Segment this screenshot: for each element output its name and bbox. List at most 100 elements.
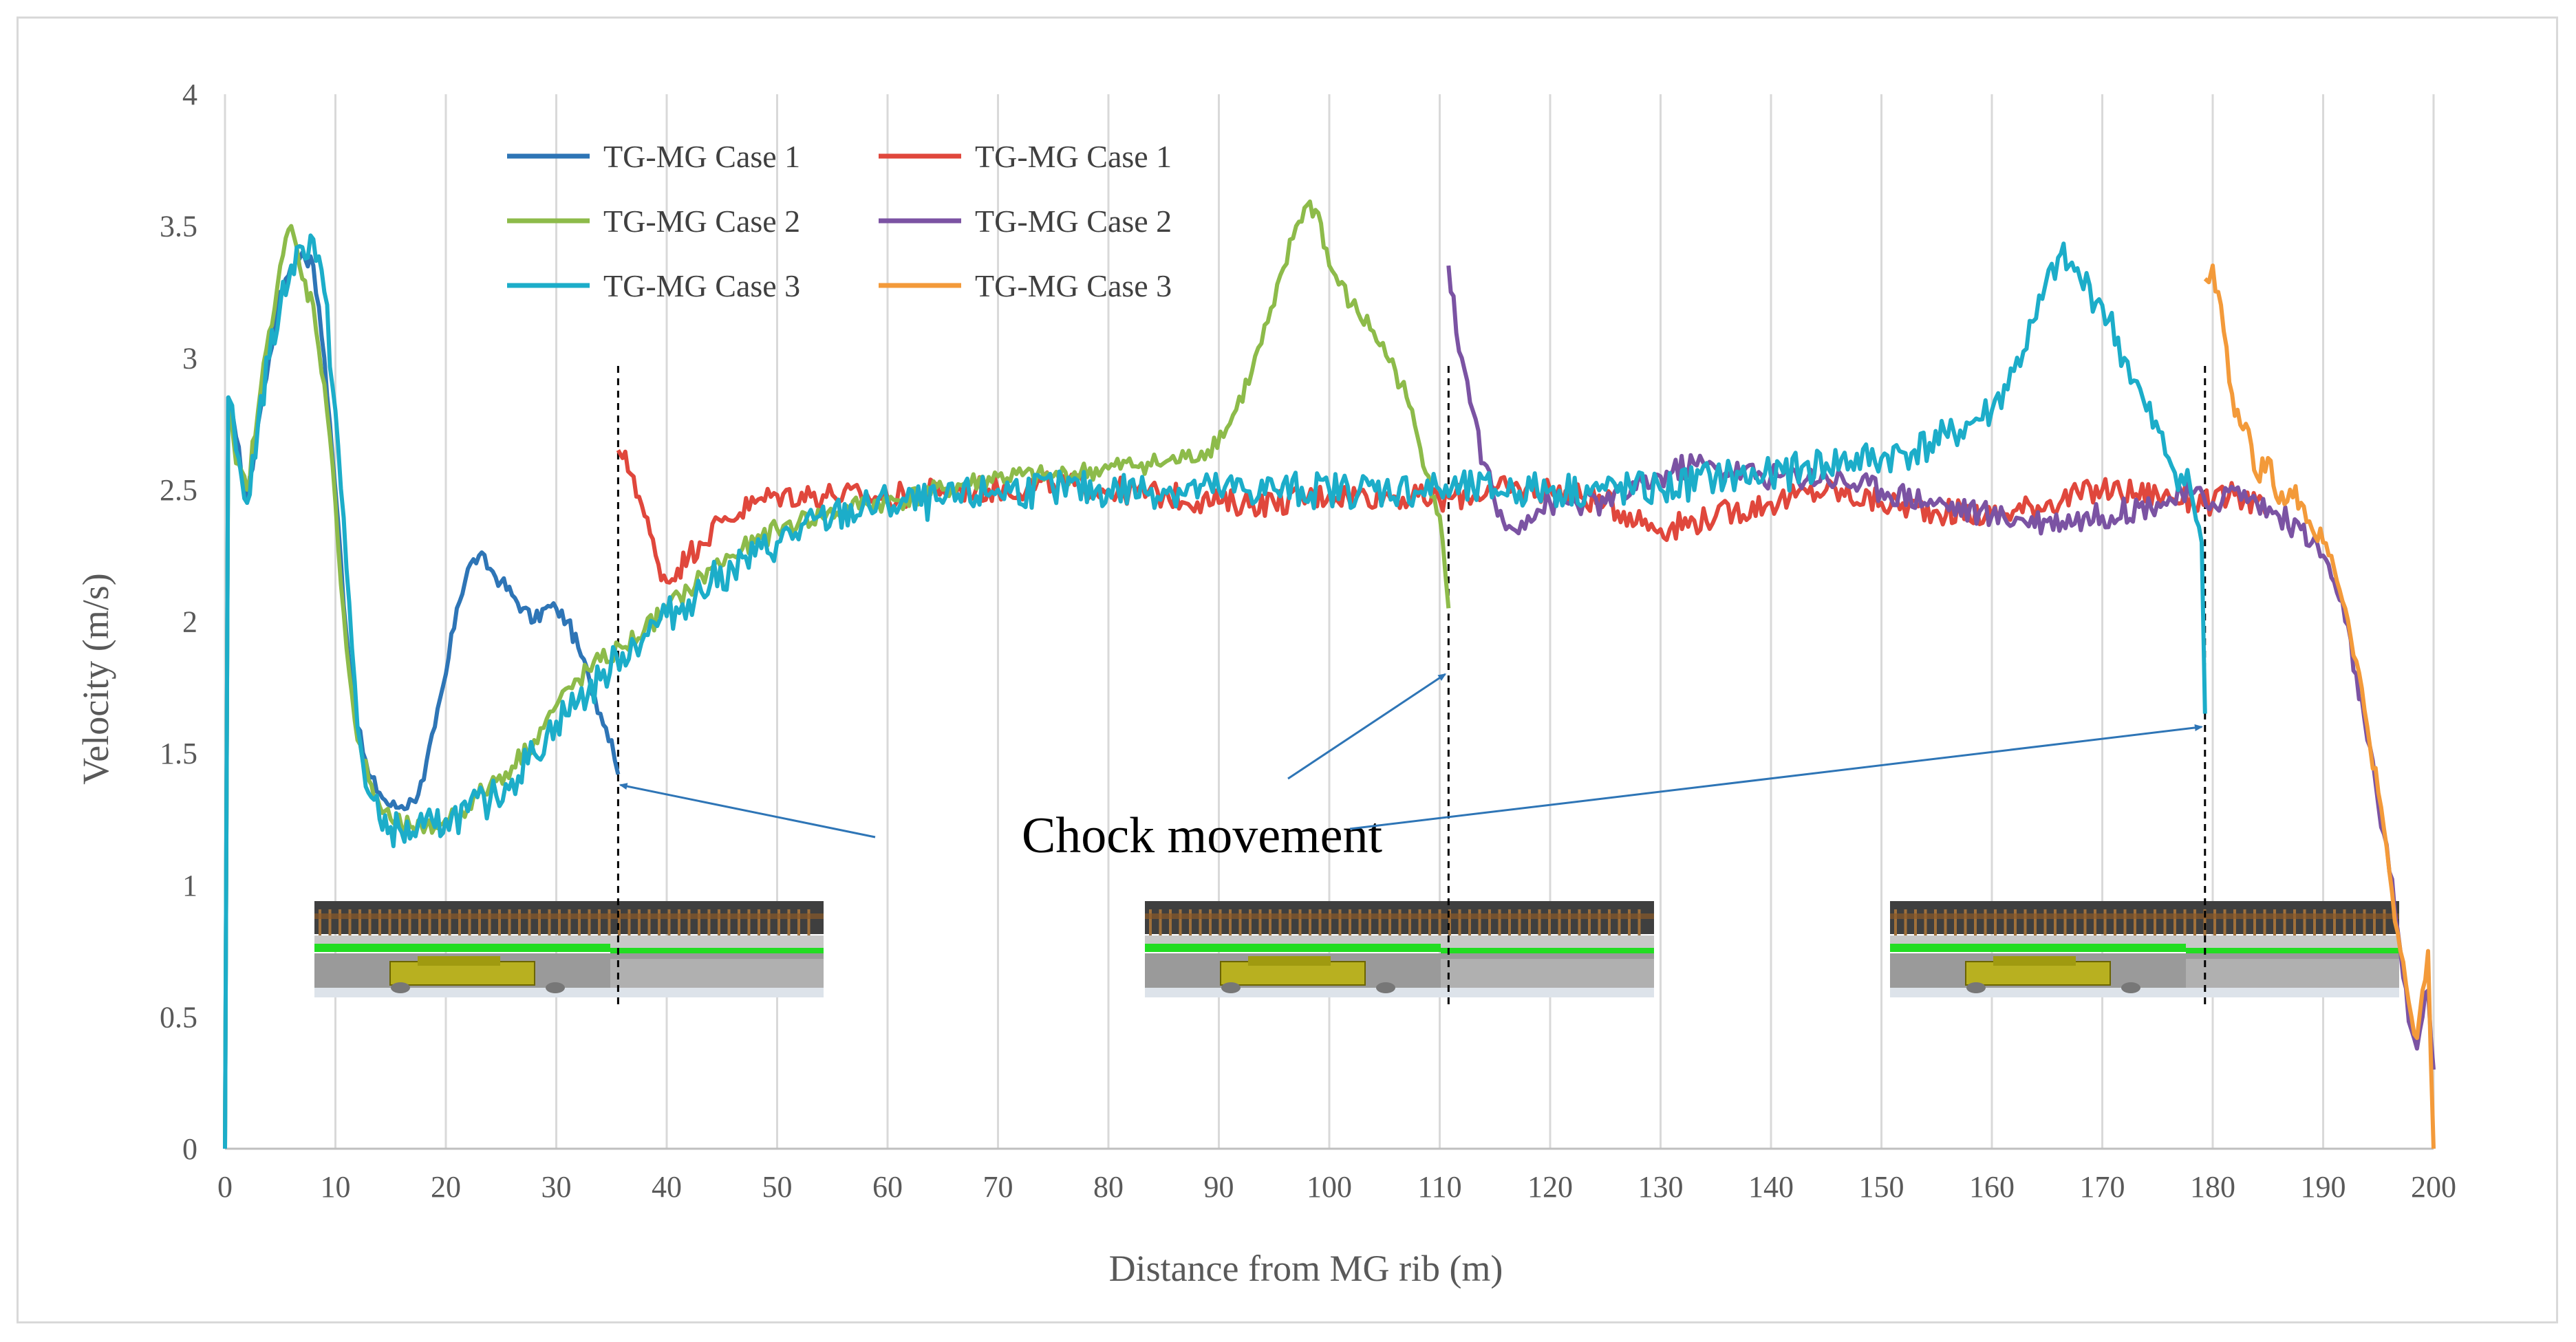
bolt: [1238, 909, 1242, 935]
canopy-green: [1145, 944, 1441, 952]
bolt: [1954, 909, 1957, 935]
bolt: [1258, 909, 1262, 935]
bolt: [2014, 909, 2017, 935]
bolt: [1149, 909, 1152, 935]
bolt: [1179, 909, 1182, 935]
legend-label: TG-MG Case 3: [975, 268, 1172, 303]
bolt: [2074, 909, 2076, 935]
bolt: [608, 909, 611, 935]
chock-schematic: [1890, 901, 2399, 997]
bolt: [2024, 909, 2027, 935]
chock-top: [1248, 956, 1331, 966]
bolt: [1458, 909, 1461, 935]
bolt: [2143, 909, 2147, 935]
bolt: [498, 909, 501, 935]
bolt: [747, 909, 751, 935]
bolt: [548, 909, 551, 935]
y-tick-label: 2.5: [160, 473, 197, 507]
chock-schematic: [1145, 901, 1654, 997]
legend: TG-MG Case 1 TG-MG Case 1 TG-MG Case 2 TG-M…: [507, 139, 1172, 303]
bolt: [797, 909, 800, 935]
mesh-line: [1890, 913, 2399, 919]
bolt: [1924, 909, 1927, 935]
chart-frame: 0 10 20 30 40 50 60 70 80 90 100 110 120 130 140 150 160…: [17, 17, 2558, 1323]
bolt: [807, 909, 811, 935]
bolt: [1229, 909, 1232, 935]
bolt: [1388, 909, 1391, 935]
bolt: [378, 909, 381, 935]
chock-movement-arrow: [1287, 673, 1447, 780]
bolt: [2273, 909, 2276, 935]
x-tick-label: 20: [431, 1170, 461, 1204]
chock-position-lines: [616, 366, 2207, 1009]
bolt: [2043, 909, 2047, 935]
series-layer: [223, 199, 2436, 1149]
bolt: [638, 909, 641, 935]
x-tick-label: 180: [2190, 1170, 2235, 1204]
bolt: [658, 909, 661, 935]
chock-schematic: [314, 901, 824, 997]
bolt: [2174, 909, 2176, 935]
bolt: [2253, 909, 2256, 935]
bolt: [2283, 909, 2286, 935]
bolt: [647, 909, 651, 935]
bolt: [1598, 909, 1601, 935]
bolt: [1329, 909, 1331, 935]
legend-label: TG-MG Case 1: [603, 139, 800, 174]
bolt: [448, 909, 451, 935]
x-tick-label: 0: [217, 1170, 233, 1204]
bolt: [339, 909, 341, 935]
chock-movement-arrow: [1349, 724, 2203, 830]
chock-wheel: [391, 982, 410, 993]
bolt: [1219, 909, 1222, 935]
bolt: [2103, 909, 2107, 935]
bolt: [1349, 909, 1351, 935]
bolt: [2203, 909, 2207, 935]
chock-top: [418, 956, 500, 966]
x-tick-label: 40: [652, 1170, 682, 1204]
bolt: [1558, 909, 1561, 935]
tick-label-layer: 0 10 20 30 40 50 60 70 80 90 100 110 120 130 140 150 160…: [160, 78, 2456, 1204]
bolt: [1478, 909, 1481, 935]
bolt: [2094, 909, 2096, 935]
bolt: [1278, 909, 1282, 935]
bolt: [2134, 909, 2136, 935]
legend-label: TG-MG Case 1: [975, 139, 1172, 174]
bolt: [2083, 909, 2087, 935]
x-tick-label: 140: [1748, 1170, 1794, 1204]
bolt: [578, 909, 581, 935]
chock-movement-label: Chock movement: [1022, 808, 1383, 864]
bolt: [528, 909, 531, 935]
y-tick-label: 4: [182, 78, 197, 111]
roof-bolts: [319, 909, 811, 935]
bolt: [2034, 909, 2037, 935]
bolt: [438, 909, 441, 935]
bolt: [428, 909, 431, 935]
x-tick-label: 100: [1307, 1170, 1352, 1204]
bolt: [2193, 909, 2196, 935]
bolt: [1358, 909, 1362, 935]
bolt: [1628, 909, 1631, 935]
bolt: [687, 909, 691, 935]
y-tick-label: 3: [182, 341, 197, 375]
bolt: [2303, 909, 2306, 935]
bolt: [1904, 909, 1907, 935]
bolt: [558, 909, 561, 935]
x-tick-label: 30: [541, 1170, 572, 1204]
x-tick-label: 60: [872, 1170, 903, 1204]
bolt: [1338, 909, 1342, 935]
bolt: [1199, 909, 1202, 935]
chock-wheel: [1966, 982, 1986, 993]
bolt: [1508, 909, 1511, 935]
bolt: [1418, 909, 1421, 935]
bolt: [1298, 909, 1302, 935]
x-tick-label: 150: [1859, 1170, 1904, 1204]
roof-bolts: [1149, 909, 1641, 935]
roof-bolts: [1894, 909, 2386, 935]
chock-wheel: [546, 982, 565, 993]
bolt: [1944, 909, 1947, 935]
chock-wheel: [2121, 982, 2140, 993]
series-line: [1446, 265, 2436, 1070]
chock-wheel: [1221, 982, 1241, 993]
bolt: [2213, 909, 2216, 935]
